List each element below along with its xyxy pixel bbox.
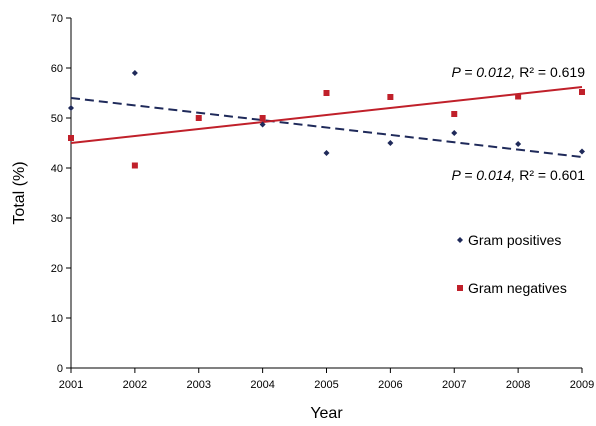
y-tick-label: 50 [51,113,63,125]
x-tick-label: 2009 [570,379,594,391]
gram-negative-point [323,90,330,96]
y-tick-label: 40 [51,163,63,175]
x-tick-label: 2001 [59,379,83,391]
x-axis-title: Year [310,405,343,422]
y-tick-label: 20 [51,263,63,275]
x-tick-label: 2004 [250,379,274,391]
gram-positive-point [515,141,522,147]
data-points [68,70,585,169]
gram-positive-point [131,70,138,76]
x-tick-label: 2008 [506,379,530,391]
gram-positive-point [451,130,458,136]
x-tick-label: 2003 [187,379,211,391]
gram-positive-point [323,150,330,156]
x-tick-label: 2002 [123,379,147,391]
y-tick-label: 30 [51,213,63,225]
gram-negative-point [579,89,585,95]
y-tick-label: 70 [51,13,63,25]
trend-annotation-gram-positives: P = 0.014, R² = 0.601 [452,167,586,183]
gram-negative-point [387,94,394,100]
r-squared-label: R² = 0.619 [519,64,585,80]
legend: Gram positives Gram negatives [457,232,567,296]
legend-marker-gram-negatives [457,285,463,291]
gram-positive-point [579,148,585,155]
gram-positive-point [387,140,394,146]
gram-negative-point [195,115,202,121]
y-tick-label: 60 [51,63,63,75]
gram-negative-point [259,115,266,121]
x-tick-label: 2005 [314,379,338,391]
x-tick-label: 2007 [442,379,466,391]
gram-positive-point [68,105,74,111]
y-axis-title: Total (%) [11,161,28,224]
trend-lines [70,86,583,158]
legend-label-gram-positives: Gram positives [468,232,561,248]
gram-negative-point [515,93,522,100]
legend-marker-gram-positives [457,237,463,243]
p-value-label: P = 0.014, [452,167,516,183]
gram-positive-point [259,121,266,128]
trend-line-gram-positives [70,97,583,158]
p-value-label: P = 0.012, [452,64,516,80]
trend-annotations: P = 0.014, R² = 0.601 P = 0.012, R² = 0.619 [452,64,586,183]
gram-negative-point [451,111,458,117]
y-tick-label: 0 [57,363,63,375]
trend-annotation-gram-negatives: P = 0.012, R² = 0.619 [452,64,586,80]
legend-label-gram-negatives: Gram negatives [468,280,567,296]
y-tick-label: 10 [51,313,63,325]
gram-negative-point [68,135,74,141]
axes: 0 10 20 30 40 50 60 70 2001 2002 2003 2004 2005 2006 2… [11,13,594,422]
gram-negative-point [131,162,138,169]
x-tick-label: 2006 [378,379,402,391]
trend-line-gram-negatives [70,86,583,144]
r-squared-label: R² = 0.601 [519,167,585,183]
